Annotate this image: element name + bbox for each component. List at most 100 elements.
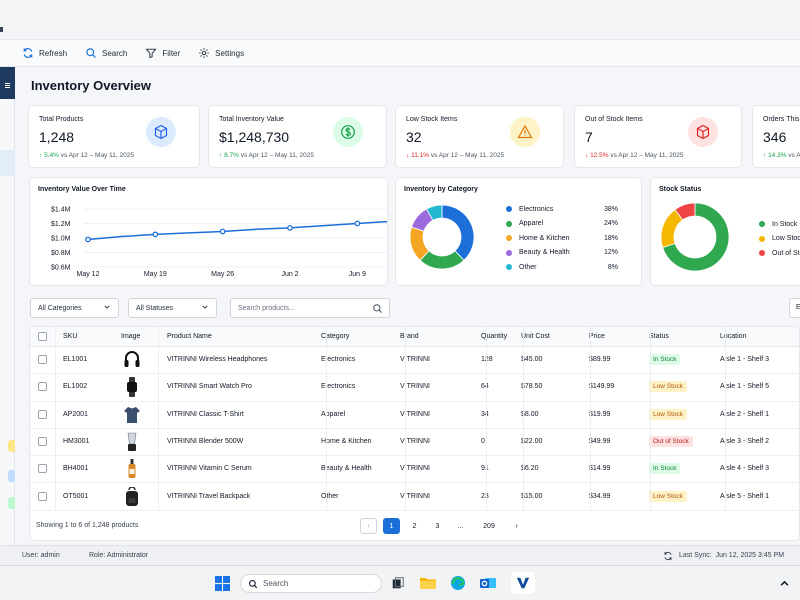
stat-value: 32	[406, 129, 422, 145]
sidebar-item-status[interactable]	[8, 497, 15, 509]
taskbar-search-box[interactable]: Search	[240, 574, 382, 593]
legend-label: Home & Kitchen	[519, 234, 570, 242]
legend-label: Apparel	[519, 220, 544, 228]
stat-change-percent: 5.4%	[44, 152, 59, 159]
search-button[interactable]: Search	[85, 47, 127, 59]
table-row[interactable]: AP2001 VITRINNI Classic T-Shirt Apparel VIT…	[30, 402, 799, 429]
category-filter-select[interactable]: All Categories	[30, 298, 119, 318]
filter-icon	[145, 48, 157, 59]
page-button[interactable]: 209	[483, 522, 495, 530]
category-filter-value: All Categories	[38, 304, 82, 312]
donut-slice	[441, 204, 475, 261]
vitrinni-app-button[interactable]	[511, 572, 535, 594]
stat-card-1: Total Products 1,248 ↑ 5.4% vs Apr 12 – Ma…	[28, 105, 200, 168]
sidebar-item-info[interactable]	[8, 470, 15, 482]
task-view-button[interactable]	[388, 573, 408, 593]
page-button[interactable]: 3	[435, 522, 440, 530]
legend-item: Home & Kitchen 18%	[506, 231, 618, 246]
column-header[interactable]: Product Name	[167, 333, 212, 340]
prev-page-button[interactable]: ‹	[360, 518, 377, 534]
cell-category: Electronics	[321, 356, 356, 363]
legend-swatch	[506, 220, 512, 227]
stat-label: Out of Stock Items	[585, 116, 643, 123]
table-row[interactable]: EL1001 VITRINNI Wireless Headphones Electr…	[30, 347, 799, 375]
cell-sku: HM3001	[63, 437, 90, 445]
file-explorer-button[interactable]	[418, 573, 438, 593]
table-row[interactable]: HM3001 VITRINNI Blender 500W Home & Kitche…	[30, 429, 799, 457]
column-header[interactable]: Location	[720, 333, 747, 340]
warning-icon	[510, 117, 540, 147]
sync-icon	[664, 551, 672, 561]
table-row[interactable]: OT5001 VITRINNI Travel Backpack Other VITRI…	[30, 484, 799, 511]
legend-label: Low Stock	[772, 235, 800, 243]
cell-cost: $78.50	[521, 383, 543, 391]
cell-name: VITRINNI Blender 500W	[167, 437, 244, 445]
row-checkbox[interactable]	[38, 436, 47, 446]
column-header[interactable]: Brand	[400, 333, 419, 340]
refresh-label: Refresh	[39, 48, 68, 58]
cell-brand: VITRINNI	[400, 465, 430, 473]
blender-icon	[123, 432, 141, 452]
column-header[interactable]: Quantity	[481, 333, 508, 340]
filter-button[interactable]: Filter	[145, 47, 180, 59]
window-edge-mark	[0, 27, 3, 32]
legend-swatch	[759, 221, 765, 228]
legend-percent: 18%	[603, 234, 618, 242]
stat-period: vs Apr 12 – May 11, 2025	[240, 152, 314, 159]
page-button[interactable]: 1	[383, 518, 400, 534]
sidebar-item-inventory[interactable]	[0, 150, 15, 176]
table-row[interactable]: EL1002 VITRINNI Smart Watch Pro Electronic…	[30, 374, 799, 402]
watch-icon	[123, 377, 141, 398]
column-header[interactable]: Price	[589, 333, 605, 340]
page-button[interactable]: 2	[412, 522, 417, 530]
x-tick-label: May 26	[211, 271, 234, 278]
status-last-sync: Last Sync: Jun 12, 2025 3:45 PM	[679, 552, 785, 559]
row-checkbox[interactable]	[38, 355, 47, 364]
column-header[interactable]: Category	[321, 333, 350, 340]
stat-change: ↑ 5.4% vs Apr 12 – May 11, 2025	[39, 152, 134, 159]
inventory-value-chart-panel: Inventory Value Over Time $0.6M $0.8M $1.0…	[29, 177, 388, 286]
refresh-button[interactable]: Refresh	[22, 47, 67, 59]
sidebar-item-alerts[interactable]	[8, 440, 15, 452]
sidebar	[0, 67, 15, 545]
cell-brand: VITRINNI	[400, 356, 430, 363]
row-checkbox[interactable]	[38, 464, 47, 474]
cell-location: Aisle 5 - Shelf 1	[720, 492, 770, 500]
backpack-icon	[123, 485, 141, 507]
legend-swatch	[759, 235, 765, 242]
edge-browser-button[interactable]	[448, 573, 468, 593]
stat-period: vs Apr 12 – May 11, 2025	[60, 152, 134, 159]
column-header[interactable]: Unit Cost	[521, 333, 550, 340]
row-checkbox[interactable]	[38, 491, 47, 501]
column-header[interactable]: Status	[649, 333, 669, 340]
category-donut-chart	[409, 204, 475, 270]
stat-change: ↑ 8.7% vs Apr 12 – May 11, 2025	[219, 152, 314, 159]
column-header[interactable]: Image	[121, 333, 141, 340]
x-tick-label: Jun 2	[281, 271, 298, 278]
cell-location: Aisle 1 - Shelf 5	[720, 383, 770, 391]
row-checkbox[interactable]	[38, 382, 47, 392]
legend-item: Out of Stock	[759, 246, 800, 261]
settings-button[interactable]: Settings	[198, 47, 244, 59]
select-all-checkbox[interactable]	[38, 332, 47, 341]
stat-change-percent: 14.3%	[768, 152, 787, 159]
table-row[interactable]: BH4001 VITRINNI Vitamin C Serum Beauty & H…	[30, 456, 799, 484]
outlook-button[interactable]	[478, 573, 498, 593]
column-header[interactable]: SKU	[63, 333, 78, 340]
sidebar-menu-toggle[interactable]	[0, 67, 15, 99]
cell-name: VITRINNI Smart Watch Pro	[167, 383, 252, 391]
legend-percent: 12%	[603, 249, 618, 257]
next-page-button[interactable]: ›	[515, 522, 518, 530]
column-divider	[158, 327, 159, 510]
y-tick-label: $1.2M	[51, 221, 71, 228]
cell-qty: 0	[481, 437, 485, 445]
row-checkbox[interactable]	[38, 409, 47, 419]
stat-change-percent: 8.7%	[224, 152, 239, 159]
export-button[interactable]: E	[789, 298, 800, 318]
status-filter-select[interactable]: All Statuses	[128, 298, 217, 318]
column-divider	[523, 327, 524, 510]
stat-value: 346	[763, 129, 787, 145]
start-button[interactable]	[212, 573, 232, 593]
chevron-up-icon[interactable]	[780, 579, 789, 588]
product-search-input[interactable]: Search products...	[230, 298, 390, 318]
